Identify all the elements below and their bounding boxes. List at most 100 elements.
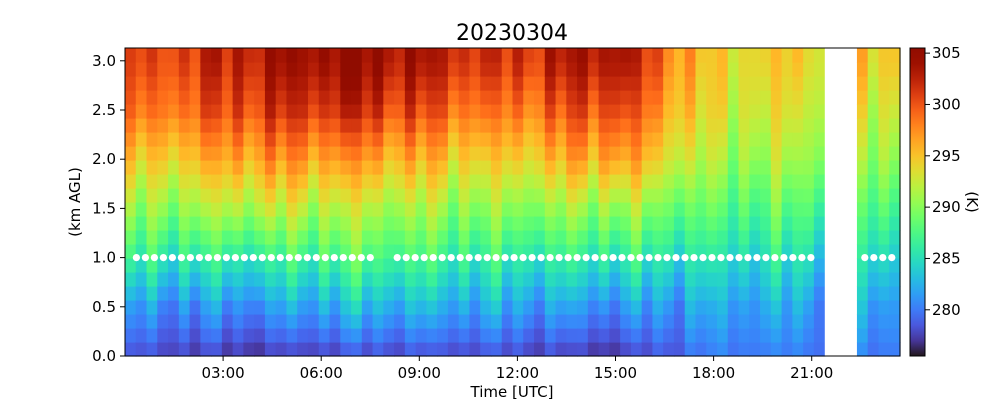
heatmap-cell [135,328,148,343]
heatmap-cell [297,272,309,287]
heatmap-cell [178,160,191,175]
heatmap-cell [254,314,266,329]
heatmap-cell [168,174,180,189]
marker-dot [303,253,311,262]
heatmap-cell [469,216,481,231]
heatmap-cell [318,132,331,147]
heatmap-cell [383,90,395,105]
heatmap-cell [275,258,288,273]
heatmap-cell [383,118,395,133]
heatmap-cell [781,62,793,77]
heatmap-cell [189,314,201,329]
heatmap-cell [437,258,449,273]
heatmap-cell [415,328,427,343]
heatmap-cell [125,146,137,161]
heatmap-cell [372,76,384,91]
heatmap-cell [340,76,352,91]
heatmap-cell [329,48,341,63]
heatmap-cell [781,342,793,357]
heatmap-cell [770,132,783,147]
marker-dot [474,253,482,262]
heatmap-cell [717,286,729,301]
heatmap-cell [135,48,148,63]
heatmap-cell [630,244,643,259]
heatmap-cell [426,230,438,245]
heatmap-cell [361,216,374,231]
heatmap-cell [469,188,481,203]
heatmap-cell [803,160,815,175]
heatmap-cell [426,132,438,147]
heatmap-cell [480,160,492,175]
heatmap-cell [803,216,815,231]
heatmap-cell [469,132,481,147]
heatmap-cell [523,48,535,63]
heatmap-cell [307,216,320,231]
heatmap-cell [426,160,438,175]
heatmap-cell [361,230,374,245]
heatmap-cell [200,216,212,231]
heatmap-cell [168,118,180,133]
heatmap-cell [813,62,826,77]
heatmap-cell [781,314,793,329]
heatmap-cell [706,132,718,147]
heatmap-cell [878,188,890,203]
heatmap-cell [211,300,223,315]
heatmap-cell [426,104,438,119]
heatmap-cell [415,272,427,287]
heatmap-cell [673,216,686,231]
heatmap-cell [587,118,600,133]
heatmap-cell [415,202,427,217]
heatmap-cell [630,342,643,357]
heatmap-cell [695,132,707,147]
heatmap-cell [889,272,901,287]
colorbar-tick-label: 300 [932,95,961,113]
heatmap-cell [458,132,471,147]
heatmap-cell [221,216,234,231]
heatmap-cell [232,342,244,357]
heatmap-cell [490,188,503,203]
marker-dot [744,253,752,262]
y-axis-label: (km AGL) [66,167,84,237]
heatmap-cell [706,104,718,119]
heatmap-cell [813,258,826,273]
heatmap-cell [340,244,352,259]
heatmap-cell [437,314,449,329]
heatmap-cell [652,244,664,259]
heatmap-cell [221,160,234,175]
heatmap-cell [652,146,664,161]
heatmap-cell [641,230,654,245]
heatmap-cell [641,104,654,119]
heatmap-cell [630,118,643,133]
heatmap-cell [178,118,191,133]
heatmap-cell [372,90,384,105]
heatmap-cell [620,342,632,357]
heatmap-cell [577,132,589,147]
heatmap-cell [125,244,137,259]
heatmap-cell [426,342,438,357]
heatmap-cell [781,258,793,273]
heatmap-cell [867,76,880,91]
heatmap-cell [803,244,815,259]
heatmap-cell [264,90,277,105]
heatmap-cell [372,286,384,301]
heatmap-cell [200,146,212,161]
heatmap-cell [749,188,761,203]
heatmap-cell [458,62,471,77]
heatmap-cell [146,90,158,105]
heatmap-cell [221,342,234,357]
heatmap-cell [577,230,589,245]
heatmap-cell [168,272,180,287]
heatmap-cell [437,328,449,343]
marker-dot [240,253,248,262]
heatmap-cell [490,342,503,357]
heatmap-cell [490,258,503,273]
heatmap-cell [749,48,761,63]
heatmap-cell [566,62,578,77]
y-tick-label: 1.5 [92,199,116,217]
heatmap-cell [781,272,793,287]
heatmap-cell [555,216,567,231]
heatmap-cell [361,342,374,357]
heatmap-cell [609,104,621,119]
heatmap-cell [781,48,793,63]
